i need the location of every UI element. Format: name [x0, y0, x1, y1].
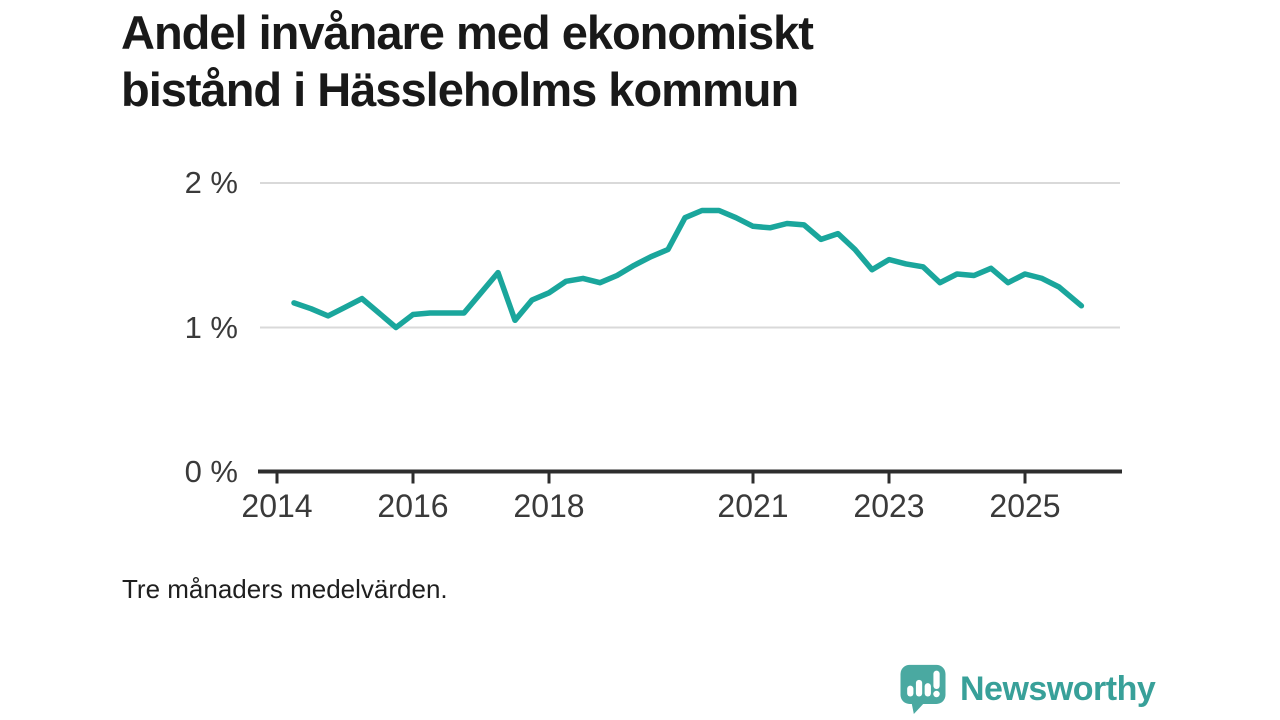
data-line [291, 207, 1085, 331]
newsworthy-logo-icon [900, 664, 946, 714]
x-axis-tick-label-2021: 2021 [717, 488, 789, 524]
x-axis-tick-label-2025: 2025 [989, 488, 1061, 524]
newsworthy-logo: Newsworthy [898, 663, 1156, 715]
y-axis-tick-label-0pct: 0 % [184, 454, 238, 489]
y-axis-tick-label-1pct: 1 % [184, 309, 238, 345]
chart-title: Andel invånare med ekonomiskt bistånd i … [121, 6, 814, 116]
x-axis-tick-label-2016: 2016 [377, 488, 449, 524]
y-axis-tick-label-2pct: 2 % [184, 165, 238, 200]
x-axis-tick-label-2014: 2014 [241, 488, 313, 524]
x-axis-tick-label-2018: 2018 [513, 488, 585, 524]
newsworthy-logo-text: Newsworthy [960, 669, 1156, 708]
x-axis-tick-label-2023: 2023 [853, 488, 925, 524]
chart-footnote: Tre månaders medelvärden. [122, 574, 448, 604]
